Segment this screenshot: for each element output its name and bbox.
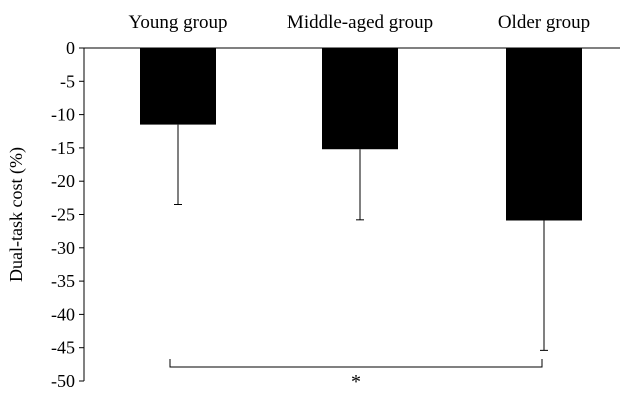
labels: 0 -5 -10 -15 -20 -25 -30 -35 -40 -45 -50 Dual-task … <box>6 12 590 391</box>
y-tick-label: -10 <box>51 105 75 125</box>
bars <box>140 48 582 221</box>
y-tick-label: -30 <box>51 238 75 258</box>
y-tick-label: -5 <box>60 71 75 91</box>
y-axis-title: Dual-task cost (%) <box>6 147 27 282</box>
bar <box>506 48 582 221</box>
y-tick-label: -40 <box>51 304 75 324</box>
y-tick-label: 0 <box>66 38 75 58</box>
significance-bracket-line <box>169 359 543 368</box>
category-label: Young group <box>129 12 228 33</box>
y-tick-label: -25 <box>51 205 75 225</box>
y-tick-label: -20 <box>51 171 75 191</box>
significance-bracket: * <box>169 359 543 393</box>
significance-marker: * <box>351 371 361 389</box>
y-tick-label: -45 <box>51 338 75 358</box>
category-label: Older group <box>498 12 590 33</box>
category-label: Middle-aged group <box>287 12 433 33</box>
error-bars <box>174 124 548 351</box>
bar <box>140 48 216 125</box>
y-tick-label: -35 <box>51 271 75 291</box>
y-tick-label: -15 <box>51 138 75 158</box>
bar <box>322 48 398 150</box>
y-tick-label: -50 <box>51 371 75 389</box>
